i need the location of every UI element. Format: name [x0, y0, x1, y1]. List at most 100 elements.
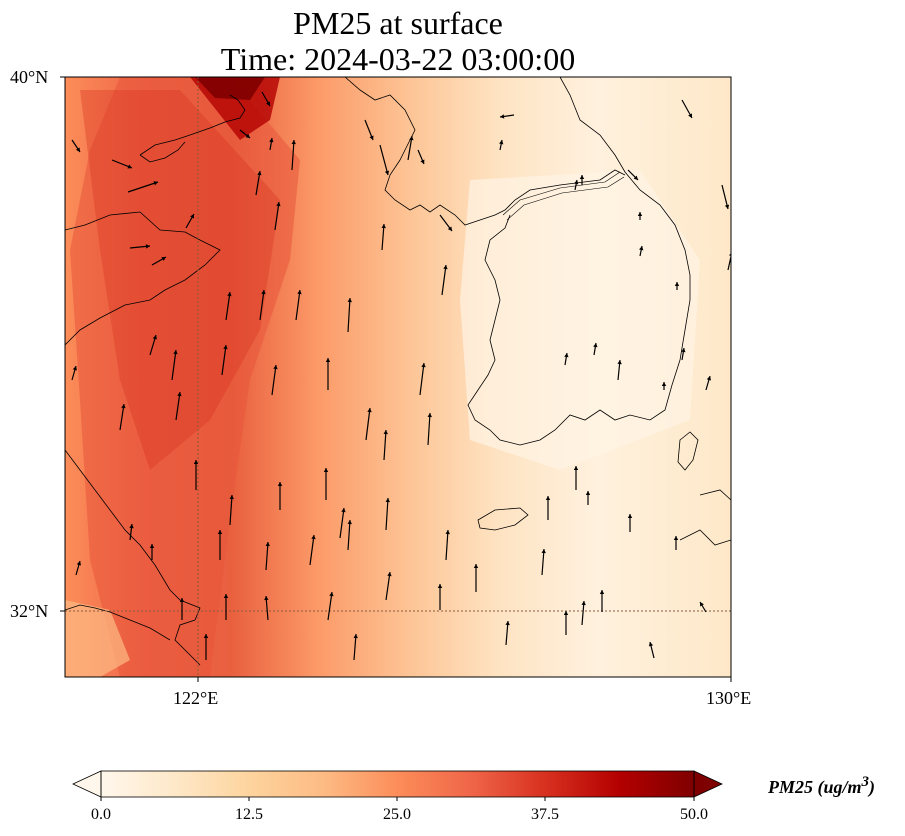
colorbar-label: PM25 (ug/m3) — [768, 774, 876, 797]
wind-arrow-head — [500, 114, 505, 119]
gridlines — [65, 77, 731, 677]
lat-tick-32n: 32°N — [10, 601, 49, 621]
wind-arrow — [271, 364, 277, 396]
wind-arrow-head — [367, 408, 372, 413]
wind-arrow — [255, 170, 261, 196]
wind-arrow-head — [245, 133, 250, 138]
wind-arrow-head — [223, 345, 228, 350]
wind-arrow — [221, 344, 227, 376]
wind-arrow — [225, 291, 231, 321]
wind-arrow — [385, 571, 391, 601]
wind-arrow — [441, 264, 447, 296]
wind-arrow — [265, 595, 269, 621]
wind-vectors — [71, 91, 731, 661]
tick-marks — [60, 76, 732, 682]
wind-arrow-head — [383, 430, 388, 435]
wind-arrow-head — [409, 136, 414, 141]
wind-arrow-head — [447, 226, 452, 231]
wind-arrow — [119, 403, 125, 431]
wind-arrow-head — [353, 634, 358, 639]
wind-arrow-head — [499, 140, 504, 145]
wind-arrow — [175, 391, 181, 421]
wind-arrow-head — [153, 181, 158, 186]
wind-arrow-head — [443, 265, 448, 270]
wind-arrow — [309, 534, 315, 566]
wind-arrow-head — [177, 392, 182, 397]
wind-arrow — [259, 289, 265, 321]
wind-arrow — [327, 591, 333, 621]
wind-arrow-head — [291, 140, 296, 145]
wind-arrow — [365, 407, 371, 441]
wind-arrow — [171, 349, 177, 381]
lat-tick-40n: 40°N — [10, 67, 49, 87]
wind-arrow-head — [127, 164, 132, 169]
pm25-field — [65, 77, 731, 677]
wind-arrow — [295, 289, 301, 321]
wind-arrow-head — [227, 292, 232, 297]
colorbar-tick-25: 25.0 — [383, 806, 411, 823]
wind-arrow — [339, 507, 345, 539]
wind-arrow-head — [145, 244, 150, 249]
map-frame — [64, 76, 732, 678]
wind-arrow-head — [76, 561, 82, 566]
wind-arrow-head — [384, 170, 390, 175]
wind-arrow — [505, 620, 509, 646]
wind-arrow-head — [674, 282, 680, 286]
wind-arrow-head — [673, 536, 679, 540]
wind-arrow — [727, 253, 731, 271]
wind-arrow — [379, 144, 389, 176]
wind-arrow-head — [581, 601, 586, 606]
wind-arrow-head — [573, 466, 579, 470]
wind-arrow-head — [728, 253, 731, 256]
wind-arrow-head — [681, 348, 686, 353]
wind-arrow-head — [505, 621, 510, 626]
wind-arrow-head — [661, 382, 667, 386]
wind-arrow — [721, 184, 729, 210]
wind-arrow — [229, 494, 233, 526]
wind-arrow-head — [385, 498, 390, 503]
wind-arrow-head — [637, 212, 643, 216]
wind-arrow — [419, 362, 425, 396]
wind-arrow-head — [257, 171, 262, 176]
wind-arrow-head — [264, 596, 269, 601]
lon-tick-122e: 122°E — [173, 688, 219, 708]
wind-arrow-head — [325, 358, 331, 362]
wind-arrow-head — [387, 572, 392, 577]
wind-arrow-head — [700, 602, 704, 607]
wind-arrow — [127, 181, 159, 193]
wind-arrow-head — [266, 101, 270, 106]
wind-arrow-head — [648, 642, 654, 647]
wind-arrow-head — [627, 514, 633, 518]
wind-arrow-head — [323, 468, 329, 472]
wind-arrow-head — [599, 590, 605, 594]
wind-arrow-head — [593, 343, 598, 348]
map-title-line1: PM25 at surface — [293, 5, 503, 41]
wind-arrow-head — [639, 246, 644, 251]
wind-arrow-head — [265, 542, 270, 547]
wind-arrow-head — [277, 482, 283, 486]
wind-arrow — [383, 429, 387, 461]
map-title-line2: Time: 2024-03-22 03:00:00 — [220, 41, 576, 77]
wind-arrow-head — [347, 298, 352, 303]
wind-arrow-head — [190, 214, 194, 219]
wind-arrow-head — [149, 544, 155, 548]
wind-arrow — [353, 633, 357, 661]
colorbar-tick-50: 50.0 — [680, 806, 708, 823]
wind-arrow-head — [564, 353, 569, 358]
wind-arrow — [445, 529, 449, 561]
wind-arrow-head — [273, 365, 278, 370]
wind-arrow-head — [369, 135, 374, 140]
wind-arrow — [385, 497, 389, 531]
wind-arrow-head — [223, 594, 229, 598]
wind-arrow-head — [75, 147, 80, 152]
wind-arrow — [381, 223, 385, 251]
wind-arrow-head — [173, 350, 178, 355]
wind-arrow — [291, 139, 295, 171]
wind-arrow — [427, 412, 431, 446]
wind-arrow — [265, 541, 269, 571]
wind-arrow-head — [261, 290, 266, 295]
lon-tick-130e: 130°E — [706, 688, 752, 708]
wind-arrow-head — [545, 496, 551, 500]
wind-arrow-head — [203, 634, 209, 638]
